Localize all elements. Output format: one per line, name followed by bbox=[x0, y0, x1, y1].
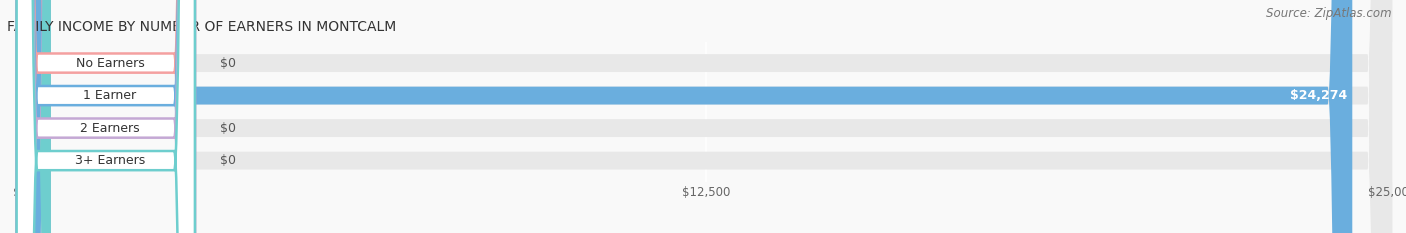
FancyBboxPatch shape bbox=[21, 0, 51, 233]
Text: FAMILY INCOME BY NUMBER OF EARNERS IN MONTCALM: FAMILY INCOME BY NUMBER OF EARNERS IN MO… bbox=[7, 20, 396, 34]
FancyBboxPatch shape bbox=[21, 0, 51, 233]
Text: $0: $0 bbox=[219, 57, 236, 70]
Text: $0: $0 bbox=[219, 154, 236, 167]
FancyBboxPatch shape bbox=[21, 0, 1392, 233]
FancyBboxPatch shape bbox=[21, 0, 1353, 233]
Text: $0: $0 bbox=[219, 122, 236, 135]
Text: 3+ Earners: 3+ Earners bbox=[75, 154, 145, 167]
FancyBboxPatch shape bbox=[21, 0, 1392, 233]
Text: $24,274: $24,274 bbox=[1289, 89, 1347, 102]
FancyBboxPatch shape bbox=[17, 0, 195, 233]
Text: No Earners: No Earners bbox=[76, 57, 145, 70]
Text: Source: ZipAtlas.com: Source: ZipAtlas.com bbox=[1267, 7, 1392, 20]
FancyBboxPatch shape bbox=[21, 0, 1392, 233]
FancyBboxPatch shape bbox=[21, 0, 1392, 233]
Text: 2 Earners: 2 Earners bbox=[80, 122, 139, 135]
FancyBboxPatch shape bbox=[17, 0, 195, 233]
FancyBboxPatch shape bbox=[17, 0, 195, 233]
FancyBboxPatch shape bbox=[21, 0, 51, 233]
FancyBboxPatch shape bbox=[17, 0, 195, 233]
Text: 1 Earner: 1 Earner bbox=[83, 89, 136, 102]
